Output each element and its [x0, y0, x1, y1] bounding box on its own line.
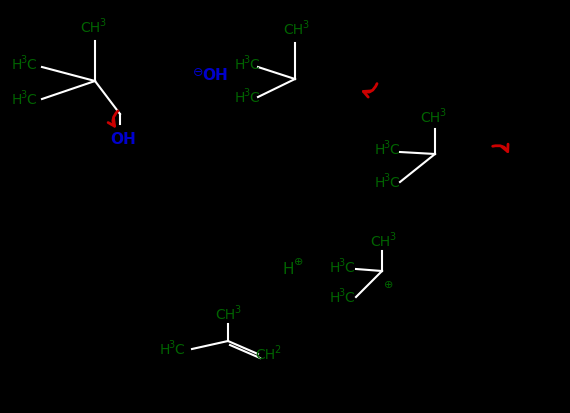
Text: H: H	[235, 91, 245, 105]
Text: H: H	[283, 262, 295, 277]
Text: H: H	[375, 142, 385, 157]
Text: H: H	[12, 93, 22, 107]
Text: 3: 3	[234, 304, 240, 314]
Text: 3: 3	[439, 108, 445, 118]
Text: 3: 3	[383, 140, 389, 150]
Text: 3: 3	[302, 20, 308, 30]
Text: CH: CH	[80, 21, 100, 35]
Text: H: H	[375, 176, 385, 190]
Text: H: H	[12, 58, 22, 72]
Text: ⊖: ⊖	[193, 65, 203, 78]
Text: C: C	[26, 93, 36, 107]
Text: C: C	[344, 260, 354, 274]
Text: 2: 2	[274, 344, 280, 354]
Text: H: H	[235, 58, 245, 72]
Text: 3: 3	[243, 55, 249, 65]
Text: CH: CH	[215, 307, 235, 321]
Text: C: C	[249, 58, 259, 72]
Text: C: C	[389, 142, 399, 157]
Text: H: H	[330, 290, 340, 304]
Text: C: C	[26, 58, 36, 72]
Text: C: C	[174, 342, 184, 356]
Text: 3: 3	[168, 339, 174, 349]
Text: 3: 3	[389, 231, 395, 242]
Text: H: H	[160, 342, 170, 356]
Text: CH: CH	[283, 23, 303, 37]
Text: OH: OH	[202, 67, 228, 82]
Text: C: C	[389, 176, 399, 190]
Text: 3: 3	[338, 257, 344, 267]
Text: 3: 3	[99, 18, 105, 28]
Text: CH: CH	[255, 347, 275, 361]
Text: OH: OH	[110, 132, 136, 147]
Text: CH: CH	[420, 111, 440, 125]
Text: H: H	[330, 260, 340, 274]
Text: 3: 3	[338, 287, 344, 297]
Text: C: C	[344, 290, 354, 304]
Text: C: C	[249, 91, 259, 105]
Text: ⊕: ⊕	[384, 279, 393, 289]
Text: CH: CH	[370, 235, 390, 248]
Text: ⊕: ⊕	[294, 256, 303, 266]
Text: 3: 3	[243, 88, 249, 98]
Text: 3: 3	[20, 55, 26, 65]
Text: 3: 3	[383, 173, 389, 183]
Text: 3: 3	[20, 90, 26, 100]
